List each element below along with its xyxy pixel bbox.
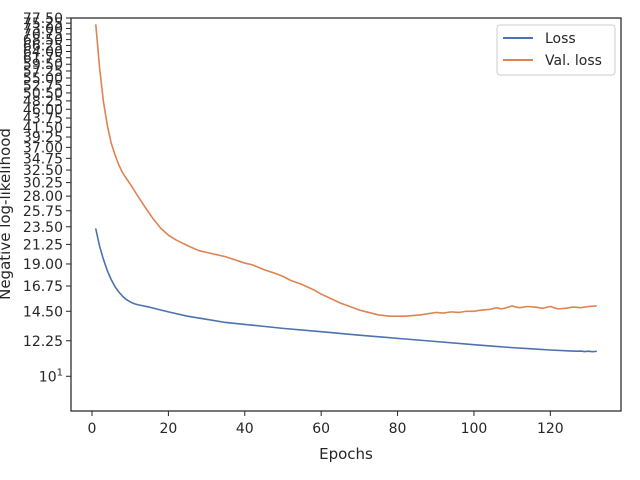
y-tick-label: 68.50: [23, 33, 63, 49]
y-tick-label: 19.00: [23, 257, 63, 273]
y-tick-label: 57.25: [23, 64, 63, 80]
plot-frame: [70, 17, 622, 412]
y-tick-label: 12.25: [23, 334, 63, 350]
y-tick-label: 43.75: [23, 111, 63, 127]
y-tick-label: 46.00: [23, 102, 63, 118]
y-tick-label: 61.75: [23, 51, 63, 67]
y-tick-label: 66.25: [23, 38, 63, 54]
series-line-0: [95, 228, 597, 353]
y-tick-label: 39.25: [23, 130, 63, 146]
y-tick-label: 64.00: [23, 44, 63, 60]
x-tick-label: 60: [312, 421, 330, 437]
y-tick-label: 77.50: [23, 11, 63, 27]
y-axis-label: Negative log-likelihood: [0, 128, 14, 300]
legend-label-val-loss: Val. loss: [545, 53, 602, 69]
x-axis-label: Epochs: [319, 445, 373, 463]
legend: Loss Val. loss: [496, 24, 616, 76]
y-tick-label: 41.50: [23, 120, 63, 136]
x-tick-label: 120: [537, 421, 564, 437]
y-tick-label: 50.50: [23, 86, 63, 102]
y-tick-label: 52.75: [23, 78, 63, 94]
x-tick-label: 40: [236, 421, 254, 437]
y-tick-label: 14.50: [23, 304, 63, 320]
y-tick-label: 37.00: [23, 140, 63, 156]
x-tick-label: 100: [461, 421, 488, 437]
y-tick-label: 48.25: [23, 94, 63, 110]
y-tick-label: 75.25: [23, 16, 63, 32]
series-line-1: [95, 24, 597, 317]
y-tick-label: 21.25: [23, 237, 63, 253]
y-tick-label: 28.00: [23, 189, 63, 205]
plot-background: [71, 18, 621, 411]
y-tick-label: 16.75: [23, 279, 63, 295]
y-tick-label: 23.50: [23, 220, 63, 236]
y-tick-label: 55.00: [23, 71, 63, 87]
y-tick-label: 34.75: [23, 151, 63, 167]
y-tick-label: 25.75: [23, 204, 63, 220]
x-tick-label: 20: [159, 421, 177, 437]
legend-label-loss: Loss: [545, 31, 576, 47]
y-tick-label: 70.75: [23, 27, 63, 43]
y-tick-label: 32.50: [23, 163, 63, 179]
y-tick-label: 101: [39, 367, 63, 385]
y-tick-label: 73.00: [23, 21, 63, 37]
y-tick-label: 30.25: [23, 176, 63, 192]
x-tick-label: 80: [389, 421, 407, 437]
y-tick-label: 59.50: [23, 57, 63, 73]
x-tick-label: 0: [88, 421, 97, 437]
